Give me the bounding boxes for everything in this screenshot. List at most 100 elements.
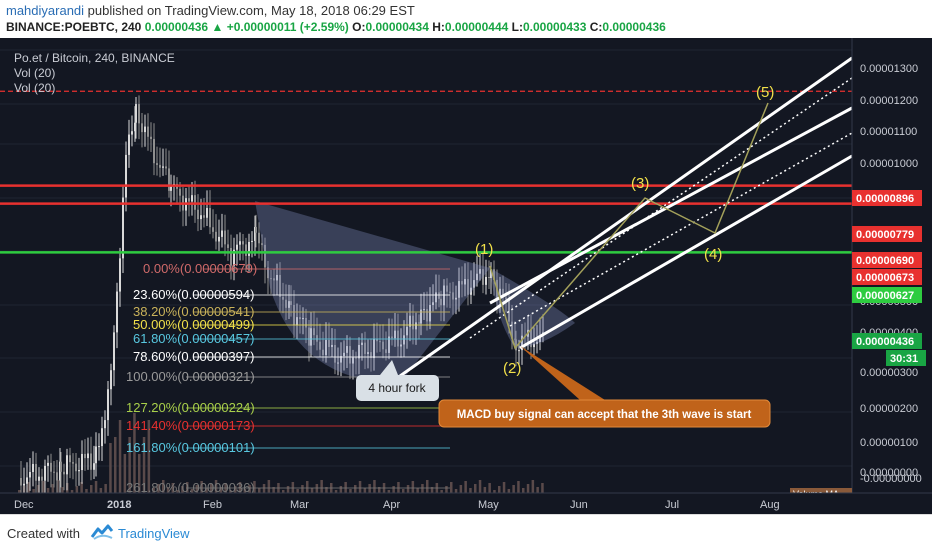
- x-tick-label: Aug: [760, 499, 780, 511]
- candle-body: [313, 328, 315, 336]
- candle-body: [32, 463, 34, 473]
- low-value: 0.00000433: [522, 20, 587, 34]
- up-arrow-icon: ▲: [211, 20, 224, 34]
- footer: Created with TradingView: [0, 514, 932, 551]
- chart-area[interactable]: 0.00%(0.00000679) 23.60%(0.00000594) 38.20…: [0, 38, 932, 514]
- annotation-box: [356, 375, 439, 401]
- candle-body: [449, 291, 451, 293]
- volume-bar: [334, 490, 338, 493]
- candle-body: [420, 309, 422, 324]
- candle-body: [508, 299, 510, 322]
- candle-body: [218, 236, 220, 242]
- price-tag-label: 30:31: [890, 353, 918, 365]
- y-tick-label: 0.00000000: [860, 467, 918, 479]
- candle-body: [488, 276, 490, 279]
- volume-bar: [258, 488, 261, 493]
- publish-line: mahdiyarandi published on TradingView.co…: [6, 3, 415, 18]
- volume-bar: [70, 490, 74, 493]
- candle-body: [322, 349, 324, 356]
- candle-body: [415, 322, 417, 330]
- annotation-pointer: [380, 360, 398, 375]
- y-tick-label: 0.00000300: [860, 367, 918, 379]
- price-change: +0.00000011 (+2.59%): [226, 20, 349, 34]
- candle-body: [66, 455, 68, 475]
- volume-bar: [123, 454, 127, 493]
- close-label: C:: [589, 20, 603, 34]
- created-with-label: Created with: [7, 526, 80, 541]
- candle-body: [81, 453, 83, 471]
- candle-body: [367, 352, 369, 354]
- volume-bar: [248, 485, 251, 493]
- fib-level-label: 261.80%(0.00000036): [126, 480, 255, 495]
- fib-level-label: 38.20%(0.00000541): [133, 304, 254, 319]
- candle-body: [499, 288, 501, 299]
- volume-bar: [118, 420, 122, 493]
- volume-bar: [296, 489, 299, 493]
- volume-bar: [166, 487, 170, 493]
- candle-body: [293, 304, 295, 326]
- candle-body: [107, 389, 109, 421]
- candle-body: [35, 463, 37, 481]
- candle-body: [388, 336, 390, 353]
- tradingview-brand-link[interactable]: TradingView: [118, 526, 190, 541]
- candle-body: [144, 126, 146, 133]
- volume-bar: [536, 487, 539, 493]
- last-price: 0.00000436: [144, 20, 209, 34]
- candle-body: [141, 123, 143, 133]
- candle-body: [122, 197, 124, 259]
- x-tick-label: Apr: [383, 499, 400, 511]
- volume-bar: [493, 490, 496, 493]
- candle-body: [440, 298, 442, 306]
- candle-body: [349, 346, 351, 364]
- volume-bar: [320, 480, 323, 493]
- candle-body: [406, 326, 408, 336]
- candle-body: [90, 453, 92, 470]
- candle-body: [20, 478, 22, 486]
- chart-canvas[interactable]: 0.00%(0.00000679) 23.60%(0.00000594) 38.20…: [0, 38, 932, 514]
- volume-bar: [378, 487, 381, 493]
- candle-body: [308, 327, 310, 346]
- volume-bar: [219, 487, 223, 493]
- candle-body: [258, 232, 260, 244]
- y-tick-label: 0.00001200: [860, 95, 918, 107]
- candle-body: [352, 357, 354, 364]
- candle-body: [60, 461, 62, 472]
- volume-bar: [402, 489, 405, 493]
- y-tick-label: -0.00000000: [860, 473, 922, 485]
- fib-level-label: 61.80%(0.00000457): [133, 331, 254, 346]
- candle-body: [432, 302, 434, 305]
- price-tag: [852, 252, 922, 268]
- candle-body: [254, 227, 256, 241]
- wave-label: (2): [503, 360, 521, 377]
- callout-text: MACD buy signal can accept that the 3th …: [457, 409, 752, 421]
- candle-body: [251, 240, 253, 242]
- wave-label: (4): [704, 246, 722, 263]
- candle-body: [337, 362, 339, 364]
- candle-body: [530, 329, 532, 348]
- candle-body: [391, 336, 393, 339]
- volume-bar: [483, 487, 487, 493]
- volume-bar: [454, 489, 458, 493]
- publish-info: published on TradingView.com, May 18, 20…: [87, 3, 415, 18]
- candle-body: [370, 352, 372, 359]
- price-tag: [852, 190, 922, 206]
- candle-body: [455, 297, 457, 300]
- volume-bar: [75, 486, 79, 493]
- candle-body: [490, 269, 492, 279]
- author-link[interactable]: mahdiyarandi: [6, 3, 85, 18]
- candle-body: [334, 344, 336, 363]
- candle-body: [224, 230, 226, 245]
- candle-body: [358, 344, 360, 359]
- candle-body: [276, 274, 278, 281]
- candle-body: [355, 357, 357, 359]
- candle-body: [505, 297, 507, 300]
- candle-body: [285, 299, 287, 308]
- x-tick-label: Jul: [665, 499, 679, 511]
- candle-body: [533, 343, 535, 348]
- candle-body: [539, 335, 541, 342]
- candle-body: [302, 317, 304, 320]
- volume-bar: [488, 483, 491, 493]
- candle-body: [340, 356, 342, 363]
- volume-bar: [450, 482, 453, 493]
- volume-bar: [363, 488, 367, 493]
